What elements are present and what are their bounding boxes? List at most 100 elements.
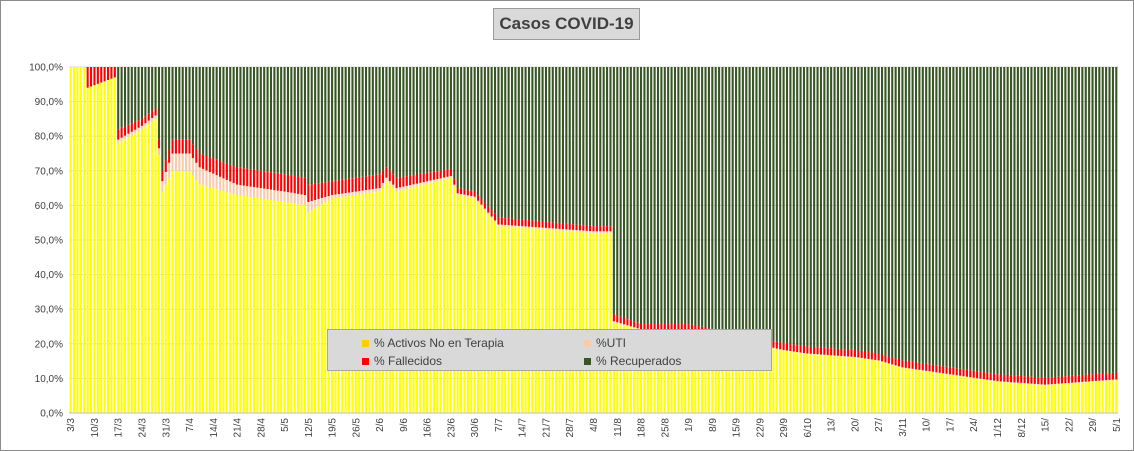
bar-uti: [857, 357, 860, 359]
bar-activos: [100, 82, 103, 413]
bar-recuperados: [962, 67, 965, 370]
bar-recuperados: [731, 67, 734, 333]
bar-activos: [432, 182, 435, 413]
bar-fallecidos: [1091, 374, 1094, 382]
bar-recuperados: [823, 67, 826, 348]
bar-activos: [589, 232, 592, 413]
bar-fallecidos: [171, 139, 174, 154]
bar-fallecidos: [385, 167, 388, 178]
x-tick-label: 28/4: [256, 418, 267, 438]
bar-activos: [656, 329, 660, 413]
bar-activos: [103, 81, 106, 414]
bar-fallecidos: [881, 354, 884, 362]
bar-activos: [673, 329, 677, 413]
bar-recuperados: [857, 67, 860, 351]
bar-recuperados: [735, 67, 738, 334]
bar-recuperados: [208, 67, 211, 158]
bar-recuperados: [816, 67, 819, 348]
bar-uti: [1006, 381, 1009, 383]
bar-fallecidos: [229, 164, 232, 182]
bar-uti: [222, 178, 225, 192]
bar-fallecidos: [174, 139, 177, 154]
bar-fallecidos: [650, 324, 653, 330]
bar-activos: [426, 183, 429, 413]
bar-fallecidos: [90, 67, 93, 87]
bar-uti: [1020, 382, 1023, 384]
x-tick-label: 29/: [1088, 418, 1099, 432]
bar-uti: [619, 323, 622, 325]
bar-fallecidos: [100, 67, 103, 83]
bar-recuperados: [235, 67, 239, 168]
bar-recuperados: [385, 67, 388, 168]
bar-uti: [561, 229, 564, 231]
bar-uti: [843, 356, 846, 357]
bar-fallecidos: [551, 222, 554, 229]
bar-activos: [297, 204, 300, 413]
bar-fallecidos: [1108, 373, 1111, 380]
bar-activos: [1006, 382, 1009, 413]
bar-fallecidos: [1037, 377, 1040, 385]
bar-recuperados: [443, 67, 446, 171]
bar-activos: [514, 227, 517, 413]
bar-activos: [931, 372, 935, 413]
bar-uti: [799, 352, 802, 354]
bar-recuperados: [782, 67, 785, 344]
bar-activos: [731, 339, 734, 413]
bar-uti: [415, 183, 419, 187]
bar-activos: [582, 232, 585, 413]
bar-fallecidos: [636, 322, 639, 329]
bar-activos: [1030, 384, 1033, 413]
bar-fallecidos: [1101, 373, 1104, 381]
bar-fallecidos: [463, 189, 466, 195]
bar-fallecidos: [185, 139, 188, 154]
bar-recuperados: [1057, 67, 1060, 377]
bar-activos: [714, 335, 717, 413]
bar-uti: [497, 224, 500, 227]
bar-recuperados: [765, 67, 768, 340]
bar-fallecidos: [280, 173, 283, 192]
bar-activos: [680, 329, 683, 413]
bar-recuperados: [368, 67, 371, 176]
bar-activos: [639, 329, 643, 413]
bar-activos: [1077, 382, 1081, 413]
legend-label-uti: %UTI: [596, 336, 626, 350]
bar-fallecidos: [965, 369, 968, 377]
bar-activos: [195, 180, 198, 413]
bar-activos: [918, 370, 921, 413]
bar-activos: [1105, 380, 1108, 413]
bar-activos: [911, 369, 914, 413]
bar-activos: [772, 348, 775, 413]
bar-activos: [1043, 385, 1047, 413]
bar-uti: [870, 359, 873, 361]
bar-uti: [348, 192, 351, 197]
bar-fallecidos: [931, 364, 935, 372]
legend-label-fallecidos: % Fallecidos: [374, 354, 443, 368]
bar-recuperados: [212, 67, 215, 159]
bar-recuperados: [157, 67, 161, 140]
bar-uti: [419, 182, 422, 186]
bar-fallecidos: [982, 372, 985, 380]
y-tick-label: 20,0%: [35, 339, 63, 350]
bar-fallecidos: [884, 355, 887, 363]
bar-activos: [867, 359, 870, 413]
bar-activos: [494, 222, 497, 413]
bar-uti: [473, 196, 476, 199]
bar-activos: [993, 381, 996, 413]
bar-fallecidos: [1077, 375, 1081, 383]
bar-uti: [874, 359, 877, 361]
bar-fallecidos: [120, 127, 123, 138]
bar-fallecidos: [307, 184, 310, 202]
y-tick-label: 30,0%: [35, 305, 63, 316]
bar-recuperados: [354, 67, 357, 178]
bar-recuperados: [843, 67, 846, 350]
bar-uti: [541, 227, 544, 230]
x-tick-label: 25/8: [660, 418, 671, 438]
bar-fallecidos: [690, 324, 693, 331]
bar-recuperados: [1033, 67, 1036, 377]
bar-uti: [534, 227, 537, 229]
bar-recuperados: [707, 67, 710, 329]
bar-recuperados: [168, 67, 171, 151]
bar-fallecidos: [123, 126, 127, 136]
bar-recuperados: [874, 67, 877, 353]
bar-activos: [256, 197, 259, 413]
